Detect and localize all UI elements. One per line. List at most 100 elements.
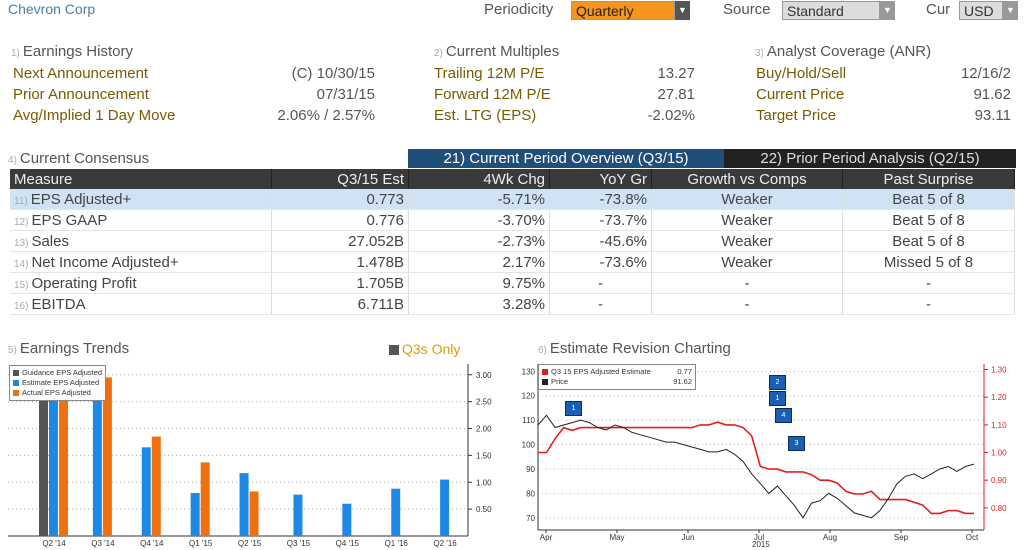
consensus-table: Measure Q3/15 Est 4Wk Chg YoY Gr Growth … [10,169,1015,315]
measure-cell: 15) Operating Profit [10,272,272,294]
left-tick-label: 130 [522,367,536,376]
tab-prior-period-analysis[interactable]: 22) Prior Period Analysis (Q2/15) [724,149,1016,168]
earnings-trends-title[interactable]: 5) Earnings Trends [8,340,130,357]
growth-cell: Weaker [651,251,843,273]
col-past-surprise[interactable]: Past Surprise [842,169,1015,189]
col-growth-vs-comps[interactable]: Growth vs Comps [651,169,843,189]
measure-cell: 13) Sales [10,230,272,252]
col-measure[interactable]: Measure [10,169,272,189]
left-tick-label: 110 [522,416,535,425]
table-row[interactable]: 15) Operating Profit 1.705B 9.75% - - - [10,272,1015,294]
table-row[interactable]: 12) EPS GAAP 0.776 -3.70% -73.7% Weaker B… [10,209,1015,231]
x-tick-label: Q1 '16 [385,539,409,548]
q3s-only-toggle[interactable]: Q3s Only [389,341,460,357]
table-row[interactable]: 14) Net Income Adjusted+ 1.478B 2.17% -73… [10,251,1015,273]
yoy-cell: -73.7% [549,209,652,231]
earnings-trends-chart: 0.50 1.00 1.50 2.00 2.50 3.00 Q2 '14 Q3 '14 Q4 '… [8,364,492,548]
chg-cell: 9.75% [408,272,550,294]
surprise-cell: - [842,272,1015,294]
bar [49,369,58,536]
left-tick-label: 80 [526,489,535,498]
right-tick-label: 1.00 [991,449,1007,458]
checkbox-icon[interactable] [389,345,399,356]
current-consensus-title: 4) Current Consensus [8,150,150,167]
prior-announcement-value: 07/31/15 [316,86,375,103]
source-select[interactable]: Standard [782,1,880,20]
trailing-pe-value: 13.27 [657,65,695,82]
chg-cell: 2.17% [408,251,550,273]
estimate-revision-title[interactable]: 6) Estimate Revision Charting [538,340,731,357]
est-cell: 1.478B [271,251,409,273]
event-marker[interactable]: 2 [769,375,786,390]
y-tick-label: 1.00 [476,478,492,487]
col-4wk-chg[interactable]: 4Wk Chg [408,169,550,189]
right-tick-label: 1.30 [991,366,1007,375]
est-cell: 1.705B [271,272,409,294]
right-tick-label: 1.20 [991,393,1007,402]
y-tick-label: 0.50 [476,505,492,514]
x-tick-label: Q3 '14 [91,539,115,548]
prior-announcement-label: Prior Announcement [13,86,149,103]
tab-current-period-overview[interactable]: 21) Current Period Overview (Q3/15) [408,149,724,168]
x-tick-label: Q2 '14 [42,539,66,548]
security-title: Chevron Corp [8,1,96,17]
event-marker[interactable]: 1 [769,391,786,406]
table-row[interactable]: 11) EPS Adjusted+ 0.773 -5.71% -73.8% Wea… [10,189,1015,210]
year-label: 2015 [752,540,770,549]
col-est[interactable]: Q3/15 Est [271,169,409,189]
avg-implied-move-value: 2.06% / 2.57% [277,107,375,124]
legend-swatch [13,390,19,397]
left-tick-label: 120 [522,392,536,401]
measure-cell: 11) EPS Adjusted+ [10,189,272,210]
event-marker[interactable]: 4 [775,408,792,423]
consensus-header-row: Measure Q3/15 Est 4Wk Chg YoY Gr Growth … [10,169,1015,189]
source-label: Source [723,1,771,18]
left-tick-label: 90 [526,465,535,474]
y-tick-label: 3.00 [476,371,492,380]
col-yoy-gr[interactable]: YoY Gr [549,169,652,189]
currency-label: Cur [926,1,951,18]
y-tick-label: 2.00 [476,425,492,434]
x-tick-label: Q4 '15 [336,539,360,548]
earnings-history-title[interactable]: 1) Earnings History [11,43,133,60]
analyst-coverage-title[interactable]: 3) Analyst Coverage (ANR) [755,43,932,60]
x-tick-label: Jul [754,533,764,542]
est-ltg-label: Est. LTG (EPS) [434,107,537,124]
right-tick-label: 1.10 [991,421,1007,430]
measure-cell: 16) EBITDA [10,293,272,315]
periodicity-dropdown-icon[interactable]: ▼ [675,1,690,20]
periodicity-select[interactable]: Quarterly [571,1,675,20]
yoy-cell: - [549,272,652,294]
surprise-cell: Beat 5 of 8 [842,230,1015,252]
y-tick-label: 1.50 [476,451,492,460]
bar [190,493,200,536]
avg-implied-move-label: Avg/Implied 1 Day Move [13,107,176,124]
current-multiples-title[interactable]: 2) Current Multiples [434,43,560,60]
legend-swatch [13,370,19,377]
bar [59,369,68,536]
legend-item: Q3 15 EPS Adjusted Estimate 0.77 [542,367,692,377]
event-marker[interactable]: 3 [788,436,805,451]
event-marker[interactable]: 1 [565,401,582,416]
chg-cell: -5.71% [408,189,550,210]
est-cell: 6.711B [271,293,409,315]
y-tick-label: 2.50 [476,398,492,407]
current-price-value: 91.62 [973,86,1011,103]
table-row[interactable]: 13) Sales 27.052B -2.73% -45.6% Weaker Be… [10,230,1015,252]
table-row[interactable]: 16) EBITDA 6.711B 3.28% - - - [10,293,1015,315]
bar [102,377,112,536]
chg-cell: -3.70% [408,209,550,231]
revision-legend: Q3 15 EPS Adjusted Estimate 0.77 Price 91.… [538,364,696,390]
source-dropdown-icon[interactable]: ▼ [880,1,895,20]
target-price-value: 93.11 [974,107,1011,124]
currency-select[interactable]: USD [959,1,1003,20]
next-announcement-label: Next Announcement [13,65,149,82]
currency-dropdown-icon[interactable]: ▼ [1003,1,1018,20]
x-tick-label: Jun [682,533,695,542]
est-cell: 0.773 [271,189,409,210]
surprise-cell: - [842,293,1015,315]
x-tick-label: Q4 '14 [140,539,164,548]
series-line [537,414,975,519]
est-cell: 0.776 [271,209,409,231]
bar [293,494,303,536]
